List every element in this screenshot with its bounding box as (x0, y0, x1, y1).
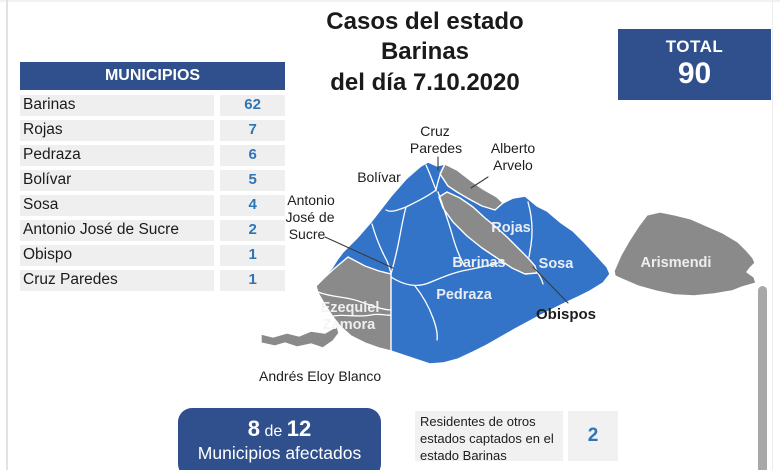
leader-line-sucre (324, 236, 394, 269)
table-row: Cruz Paredes 1 (20, 270, 285, 291)
page-title-line1: Casos del estado Barinas (326, 8, 524, 66)
affected-count-line: 8 de 12 (178, 416, 381, 442)
table-row: Rojas 7 (20, 120, 285, 141)
table-row: Sosa 4 (20, 195, 285, 216)
row-name: Obispo (20, 245, 215, 266)
river-zamora-2 (328, 313, 392, 318)
map-label-andres-eloy-blanco: Andrés Eloy Blanco (259, 368, 381, 384)
region-andres-eloy-blanco (260, 325, 340, 349)
affected-count: 8 (247, 416, 261, 441)
map-label-alberto-l2: Arvelo (493, 157, 533, 173)
barinas-state-map: Cruz Paredes Alberto Arvelo Bolívar Anto… (258, 100, 775, 390)
border-barinas-pedraza (390, 262, 499, 287)
residents-note: Residentes de otros estados captados en … (415, 411, 563, 463)
total-value: 90 (677, 57, 712, 90)
leader-line-obispos (532, 266, 569, 304)
map-label-sucre-l2: José de (285, 209, 334, 225)
region-ezequiel-zamora (315, 256, 392, 352)
row-value: 6 (220, 145, 285, 166)
map-label-alberto-l1: Alberto (491, 140, 536, 156)
row-name: Pedraza (20, 145, 215, 166)
row-value: 1 (220, 245, 285, 266)
map-label-cruz-l2: Paredes (410, 140, 462, 156)
total-box: TOTAL 90 (618, 29, 771, 100)
map-label-obispos: Obispos (536, 306, 596, 323)
map-label-ezequiel-l2: Zamora (323, 317, 376, 333)
map-label-arismendi: Arismendi (641, 255, 712, 271)
page-title-line2: del día 7.10.2020 (330, 68, 520, 96)
table-row: Antonio José de Sucre 2 (20, 220, 285, 241)
residents-value: 2 (568, 411, 618, 461)
row-name: Bolívar (20, 170, 215, 191)
border-barinas-west (437, 191, 465, 266)
map-label-ezequiel-l1: Ezequiel (321, 300, 380, 316)
frame-right-edge (772, 0, 773, 470)
frame-left-edge (6, 0, 8, 470)
map-label-pedraza: Pedraza (436, 287, 493, 303)
affected-summary-box: 8 de 12 Municipios afectados (178, 408, 381, 470)
map-label-bolivar: Bolívar (357, 169, 401, 185)
row-value: 7 (220, 120, 285, 141)
row-name: Rojas (20, 120, 215, 141)
map-label-cruz-l1: Cruz (420, 123, 450, 139)
map-label-barinas: Barinas (452, 255, 505, 271)
table-row: Obispo 1 (20, 245, 285, 266)
map-label-sucre-l3: Sucre (289, 226, 326, 242)
scrollbar-thumb[interactable] (758, 286, 767, 470)
region-alberto-arvelo (439, 163, 504, 211)
municipios-table: MUNICIPIOS Barinas 62 Rojas 7 Pedraza 6 … (20, 62, 285, 295)
affected-sep: de (264, 423, 283, 440)
affected-label: Municipios afectados (197, 443, 362, 463)
leader-line-alberto-arvelo (470, 176, 489, 189)
municipios-table-header: MUNICIPIOS (20, 62, 285, 90)
river-zamora-1 (317, 291, 392, 311)
row-value: 5 (220, 170, 285, 191)
border-sucre-inner (371, 223, 392, 274)
map-label-sosa: Sosa (539, 256, 575, 272)
border-pedraza-river (414, 285, 438, 341)
map-label-sucre-l1: Antonio (287, 192, 335, 208)
row-name: Cruz Paredes (20, 270, 215, 291)
table-row: Barinas 62 (20, 95, 285, 116)
row-name: Barinas (20, 95, 215, 116)
row-value: 62 (220, 95, 285, 116)
table-row: Pedraza 6 (20, 145, 285, 166)
total-label: TOTAL (665, 37, 724, 56)
frame-top-edge (0, 0, 780, 2)
row-value: 4 (220, 195, 285, 216)
row-name: Antonio José de Sucre (20, 220, 215, 241)
map-label-rojas: Rojas (491, 220, 531, 236)
region-obispos (438, 191, 538, 275)
row-name: Sosa (20, 195, 215, 216)
border-rojas-sosa (527, 201, 533, 258)
table-row: Bolívar 5 (20, 170, 285, 191)
row-value: 2 (220, 220, 285, 241)
region-arismendi (613, 211, 757, 297)
page-title: Casos del estado Barinas del día 7.10.20… (280, 7, 570, 98)
affected-total: 12 (286, 416, 312, 441)
row-value: 1 (220, 270, 285, 291)
